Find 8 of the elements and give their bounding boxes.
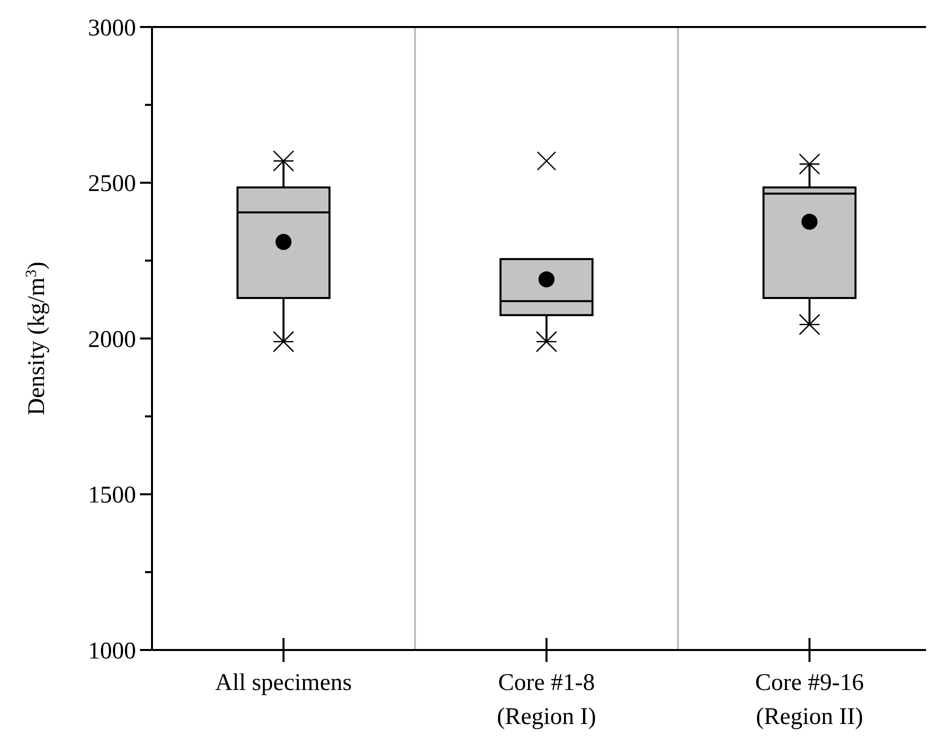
x-tick-label: Core #1-8 (Region I): [496, 670, 596, 730]
x-tick-label: Core #9-16 (Region II): [755, 670, 864, 730]
y-tick-label: 3000: [88, 15, 136, 42]
y-tick-label: 2000: [88, 326, 136, 353]
x-tick-label: All specimens: [215, 670, 352, 696]
y-tick-label: 2500: [88, 171, 136, 198]
y-tick-label: 1500: [88, 482, 136, 509]
y-tick-label: 1000: [88, 638, 136, 664]
